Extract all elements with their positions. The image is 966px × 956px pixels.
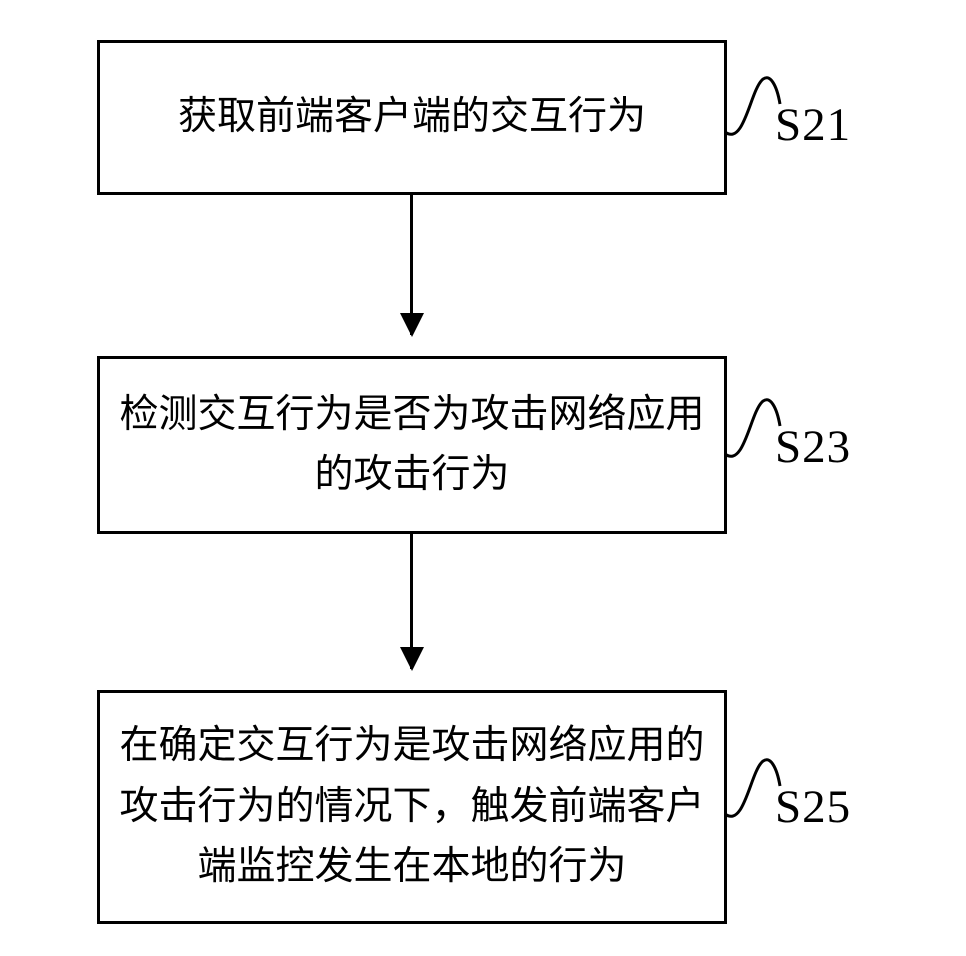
flow-label-s23: S23 [775,420,851,474]
flow-label-s21: S21 [775,98,851,152]
flow-label-s25: S25 [775,780,851,834]
flow-node-s21-text: 获取前端客户端的交互行为 [178,87,646,147]
flow-node-s21: 获取前端客户端的交互行为 [97,40,727,195]
flow-node-s25-text: 在确定交互行为是攻击网络应用的攻击行为的情况下，触发前端客户端监控发生在本地的行… [118,716,706,897]
flow-edge-2 [410,534,413,669]
flow-node-s23: 检测交互行为是否为攻击网络应用的攻击行为 [97,356,727,534]
flowchart-container: 获取前端客户端的交互行为 S21 检测交互行为是否为攻击网络应用的攻击行为 S2… [0,0,966,956]
flow-edge-1 [410,195,413,335]
flow-node-s23-text: 检测交互行为是否为攻击网络应用的攻击行为 [118,385,706,506]
flow-node-s25: 在确定交互行为是攻击网络应用的攻击行为的情况下，触发前端客户端监控发生在本地的行… [97,690,727,924]
